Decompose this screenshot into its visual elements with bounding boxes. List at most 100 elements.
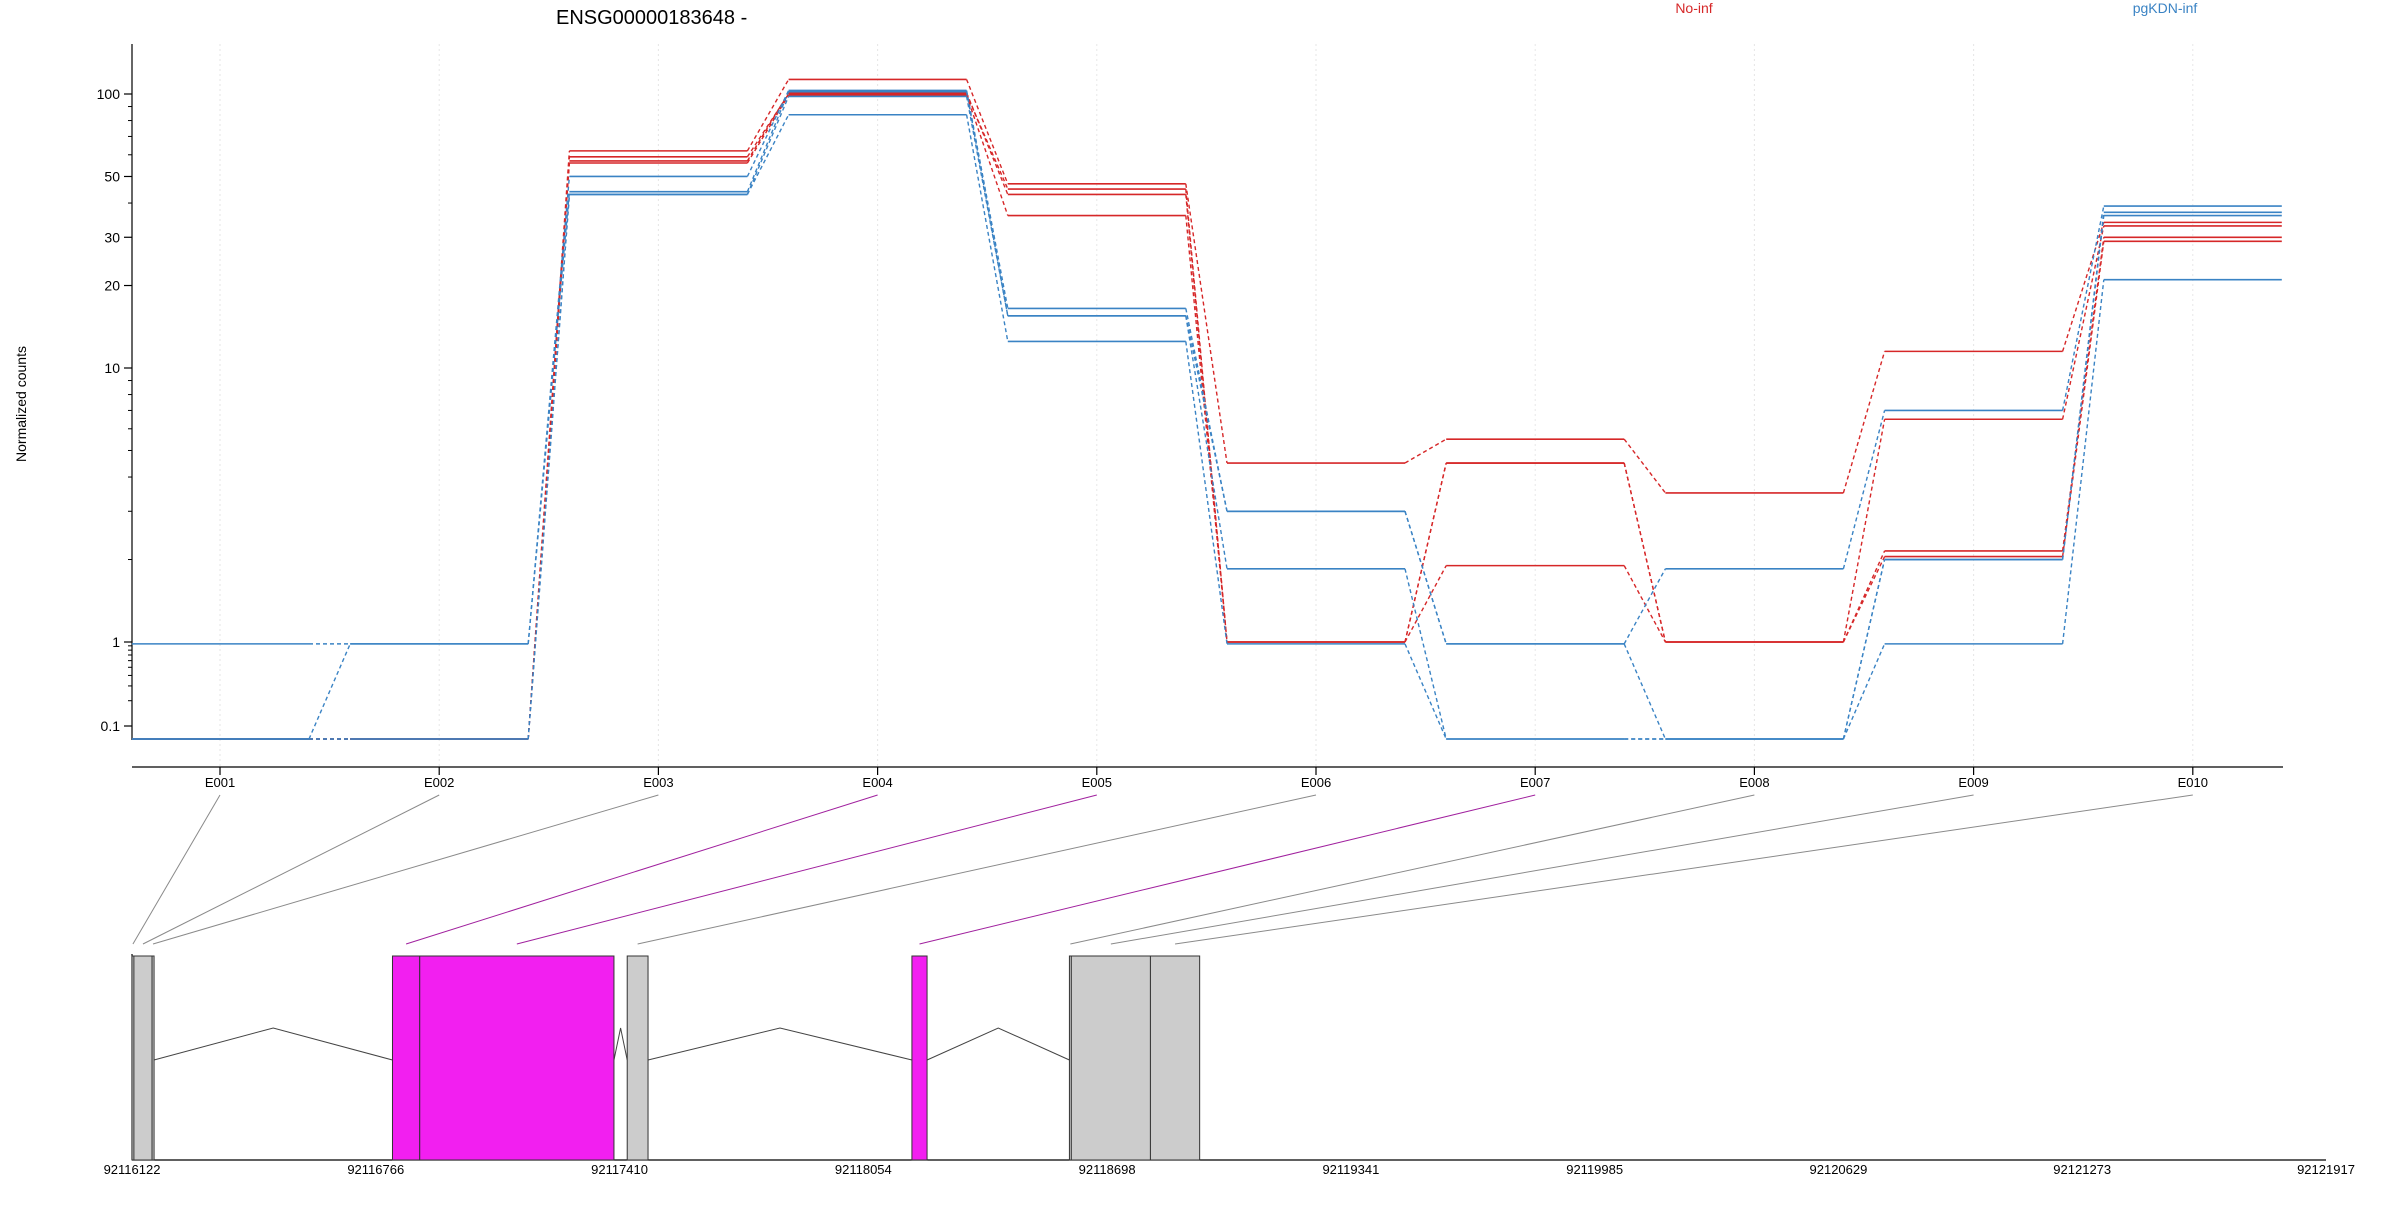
series-4-link-5 (1185, 215, 1228, 643)
series-3-link-6 (1404, 565, 1447, 643)
series-4-link-7 (1623, 462, 1667, 643)
exon-connectors (132, 794, 2193, 945)
series-2-link-8 (1842, 419, 1886, 643)
series-7-link-9 (2061, 212, 2105, 560)
series-8-link-6 (1404, 643, 1447, 740)
series-4-link-4 (965, 94, 1009, 216)
connector-e008 (1070, 794, 1755, 945)
x-tick-label-e005: E005 (1082, 775, 1112, 790)
coordinate-label-9: 92121917 (2297, 1162, 2355, 1177)
connector-e002 (142, 794, 440, 945)
series-4-link-2 (527, 162, 571, 740)
series-5-link-3 (746, 90, 790, 177)
y-tick-label-3: 20 (104, 278, 120, 294)
exon-box-e007 (911, 955, 928, 1161)
series-7-link-4 (965, 96, 1009, 316)
x-tick-label-e004: E004 (862, 775, 892, 790)
y-tick-label-6: 100 (97, 86, 121, 102)
series-6-link-1 (308, 643, 351, 740)
coordinate-label-5: 92119341 (1322, 1162, 1379, 1177)
exon-box-e005 (419, 955, 615, 1161)
grid-lines (219, 44, 2194, 767)
series-5-link-8 (1842, 410, 1886, 569)
x-tick-label-e010: E010 (2178, 775, 2208, 790)
series-4-link-6 (1404, 462, 1447, 643)
series-7-link-3 (746, 96, 790, 195)
y-tick-label-0: 0.1 (101, 718, 121, 734)
coordinate-label-8: 92121273 (2053, 1162, 2111, 1177)
y-tick-label-5: 50 (104, 168, 120, 184)
exon-box-e004 (391, 955, 421, 1161)
chart-title: ENSG00000183648 - (556, 7, 747, 29)
series-8-link-8 (1842, 643, 1886, 740)
series-1-link-3 (746, 79, 790, 152)
connector-e010 (1174, 794, 2193, 945)
y-axis-label: Normalized counts (13, 346, 29, 462)
x-tick-label-e006: E006 (1301, 775, 1331, 790)
legend-label-no-inf: No-inf (1675, 0, 1712, 16)
series-8-link-9 (2061, 279, 2105, 644)
series-6-link-3 (746, 91, 790, 192)
series-2-link-3 (746, 93, 790, 158)
x-tick-label-e007: E007 (1520, 775, 1550, 790)
series-8-link-3 (746, 114, 790, 195)
exon-box-e003 (151, 955, 155, 1161)
exon-box-e002 (133, 955, 153, 1161)
connector-e004 (405, 794, 878, 945)
series-7-link-5 (1185, 315, 1228, 512)
series-4 (132, 94, 2282, 740)
gene-model: 92116122 92116766 92117410 92118054 92118698… (104, 954, 2355, 1177)
x-tick-label-e003: E003 (643, 775, 673, 790)
series-2-link-4 (965, 93, 1009, 190)
series-2-link-9 (2061, 225, 2105, 420)
series-6-link-2 (527, 191, 571, 644)
series-1-link-8 (1842, 351, 1886, 494)
exon-box-e006 (626, 955, 649, 1161)
series-1-link-9 (2061, 222, 2105, 352)
intron-7 (926, 1027, 1070, 1061)
x-tick-label-e008: E008 (1739, 775, 1769, 790)
series-4-link-8 (1842, 556, 1886, 643)
series-5 (132, 89, 2282, 645)
series-lines (132, 78, 2282, 740)
intron-3 (153, 1027, 393, 1061)
series-8-link-5 (1185, 341, 1228, 644)
coordinate-label-1: 92116766 (347, 1162, 404, 1177)
series-7-link-8 (1842, 559, 1886, 740)
series-1-link-5 (1185, 183, 1228, 464)
series-8-link-2 (527, 194, 571, 740)
y-tick-label-2: 10 (104, 360, 120, 376)
coordinate-label-7: 92120629 (1810, 1162, 1868, 1177)
connector-e007 (919, 794, 1536, 945)
series-3-link-7 (1623, 565, 1667, 643)
series-1-link-7 (1623, 438, 1666, 494)
series-3-link-4 (965, 92, 1009, 195)
series-3-link-3 (746, 92, 790, 162)
coordinate-label-2: 92117410 (591, 1162, 648, 1177)
x-tick-label-e002: E002 (424, 775, 454, 790)
series-8 (132, 113, 2282, 740)
y-tick-label-4: 30 (104, 229, 120, 245)
series-6-link-5 (1185, 315, 1228, 569)
series-7-link-7 (1623, 643, 1667, 740)
intron-5 (613, 1027, 628, 1061)
coordinate-label-0: 92116122 (104, 1162, 161, 1177)
series-1-link-6 (1404, 438, 1447, 464)
x-tick-label-e009: E009 (1958, 775, 1988, 790)
connector-e006 (637, 794, 1317, 945)
series-5-link-7 (1623, 568, 1667, 645)
series-4-link-9 (2061, 241, 2105, 557)
legend-label-pgkdn-inf: pgKDN-inf (2133, 0, 2198, 16)
exon-box-e009 (1070, 955, 1151, 1161)
x-tick-label-e001: E001 (205, 775, 235, 790)
connector-e001 (132, 794, 221, 945)
coordinate-label-3: 92118054 (835, 1162, 892, 1177)
series-1-link-4 (965, 79, 1009, 185)
connector-e005 (516, 794, 1097, 945)
series-1 (132, 78, 2282, 740)
intron-6 (647, 1027, 913, 1061)
exon-box-e010 (1149, 955, 1201, 1161)
connector-e003 (152, 794, 659, 945)
series-6-link-6 (1404, 568, 1447, 740)
